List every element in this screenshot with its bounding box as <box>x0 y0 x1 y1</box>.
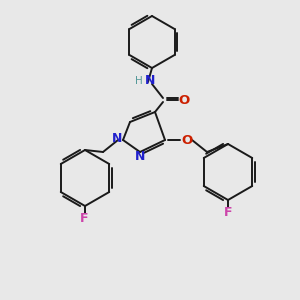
Text: N: N <box>135 151 145 164</box>
Text: O: O <box>178 94 190 106</box>
Text: N: N <box>145 74 155 88</box>
Text: N: N <box>112 131 122 145</box>
Text: H: H <box>135 76 143 86</box>
Text: F: F <box>80 212 88 226</box>
Text: F: F <box>224 206 232 220</box>
Text: O: O <box>182 134 193 146</box>
